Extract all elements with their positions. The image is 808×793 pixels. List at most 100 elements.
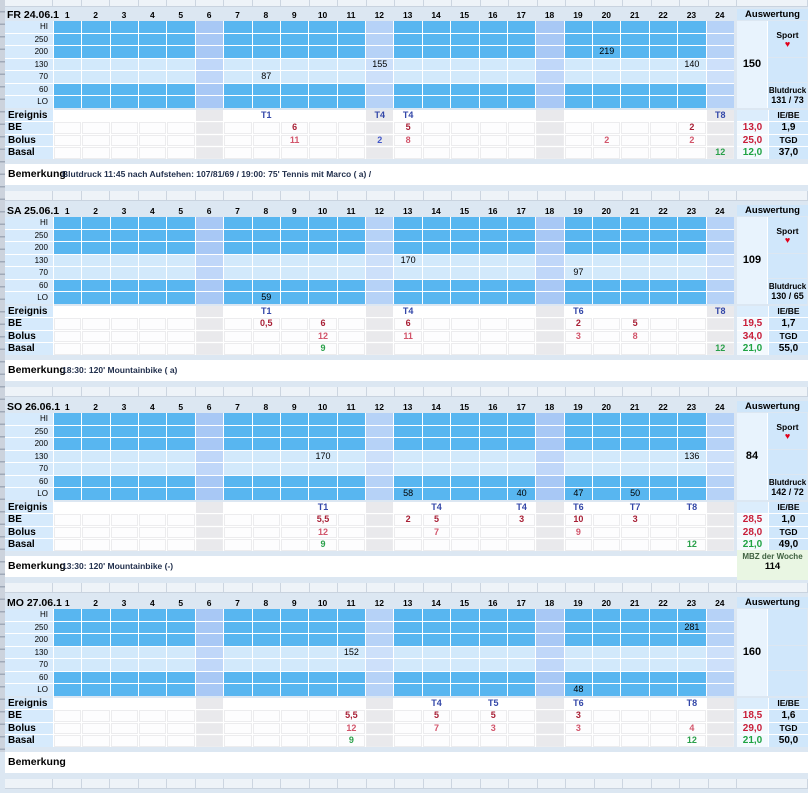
- bolus-cell[interactable]: [507, 722, 536, 734]
- event-cell[interactable]: T6: [564, 305, 593, 317]
- bg-cell[interactable]: [82, 292, 110, 304]
- bolus-cell[interactable]: [195, 330, 224, 342]
- bg-cell[interactable]: [678, 21, 706, 33]
- bg-cell[interactable]: [53, 71, 82, 83]
- basal-cell[interactable]: [252, 735, 280, 747]
- event-cell[interactable]: T4: [507, 501, 536, 513]
- bolus-cell[interactable]: [422, 134, 451, 146]
- bg-cell[interactable]: [706, 646, 734, 658]
- bg-cell[interactable]: [479, 488, 507, 500]
- bg-cell[interactable]: [593, 21, 621, 33]
- bg-cell[interactable]: [451, 242, 479, 254]
- bolus-cell[interactable]: [706, 330, 734, 342]
- bg-cell[interactable]: [394, 33, 422, 45]
- be-cell[interactable]: [53, 514, 82, 526]
- bg-cell[interactable]: [252, 279, 280, 291]
- bg-cell[interactable]: [593, 242, 621, 254]
- event-cell[interactable]: [621, 697, 649, 709]
- bg-cell[interactable]: [564, 254, 593, 266]
- bg-cell[interactable]: [621, 671, 649, 683]
- bg-cell[interactable]: [53, 463, 82, 475]
- bg-cell[interactable]: [706, 279, 734, 291]
- bg-cell[interactable]: [53, 609, 82, 621]
- bg-cell[interactable]: [337, 254, 366, 266]
- bg-cell[interactable]: [422, 96, 451, 108]
- be-cell[interactable]: [479, 318, 507, 330]
- bg-cell[interactable]: [110, 659, 139, 671]
- bg-cell[interactable]: [649, 229, 678, 241]
- bg-cell[interactable]: [53, 646, 82, 658]
- bg-cell[interactable]: [53, 659, 82, 671]
- be-cell[interactable]: [593, 514, 621, 526]
- basal-cell[interactable]: 12: [678, 735, 706, 747]
- bg-cell[interactable]: [195, 242, 224, 254]
- bg-cell[interactable]: [82, 659, 110, 671]
- bg-cell[interactable]: [649, 634, 678, 646]
- bg-cell[interactable]: [195, 229, 224, 241]
- basal-cell[interactable]: [536, 539, 564, 551]
- bg-cell[interactable]: [82, 229, 110, 241]
- bg-cell[interactable]: [110, 242, 139, 254]
- bg-cell[interactable]: [678, 96, 706, 108]
- event-cell[interactable]: [451, 697, 479, 709]
- bolus-cell[interactable]: [280, 722, 309, 734]
- bg-cell[interactable]: [366, 279, 394, 291]
- bg-cell[interactable]: [678, 438, 706, 450]
- basal-cell[interactable]: [82, 539, 110, 551]
- be-cell[interactable]: [252, 710, 280, 722]
- event-cell[interactable]: T6: [564, 501, 593, 513]
- bg-cell[interactable]: [536, 463, 564, 475]
- event-cell[interactable]: T8: [678, 697, 706, 709]
- event-cell[interactable]: [678, 305, 706, 317]
- event-cell[interactable]: [593, 697, 621, 709]
- bolus-cell[interactable]: [139, 134, 167, 146]
- event-cell[interactable]: [621, 305, 649, 317]
- bg-cell[interactable]: [110, 229, 139, 241]
- basal-cell[interactable]: [53, 735, 82, 747]
- bg-cell[interactable]: [422, 71, 451, 83]
- bg-cell[interactable]: [593, 646, 621, 658]
- bolus-cell[interactable]: [621, 722, 649, 734]
- bg-cell[interactable]: [593, 33, 621, 45]
- bg-cell[interactable]: [167, 646, 195, 658]
- bg-cell[interactable]: [564, 217, 593, 229]
- bg-cell[interactable]: [649, 425, 678, 437]
- event-cell[interactable]: [280, 109, 309, 121]
- bg-cell[interactable]: [366, 242, 394, 254]
- bg-cell[interactable]: [366, 425, 394, 437]
- bg-cell[interactable]: [536, 488, 564, 500]
- basal-cell[interactable]: [366, 539, 394, 551]
- bg-cell[interactable]: [678, 659, 706, 671]
- bg-cell[interactable]: [621, 438, 649, 450]
- bg-cell[interactable]: [110, 58, 139, 70]
- bg-cell[interactable]: [536, 242, 564, 254]
- be-cell[interactable]: [280, 514, 309, 526]
- basal-cell[interactable]: [167, 735, 195, 747]
- bg-cell[interactable]: [110, 450, 139, 462]
- event-cell[interactable]: T1: [309, 501, 337, 513]
- bolus-cell[interactable]: [337, 330, 366, 342]
- bg-cell[interactable]: [479, 425, 507, 437]
- bg-cell[interactable]: [280, 671, 309, 683]
- event-cell[interactable]: [507, 305, 536, 317]
- event-cell[interactable]: [536, 305, 564, 317]
- bg-cell[interactable]: [195, 659, 224, 671]
- bg-cell[interactable]: [252, 438, 280, 450]
- be-cell[interactable]: [167, 318, 195, 330]
- bg-cell[interactable]: [536, 83, 564, 95]
- bg-cell[interactable]: [110, 425, 139, 437]
- be-cell[interactable]: 10: [564, 514, 593, 526]
- bg-cell[interactable]: [110, 671, 139, 683]
- bg-cell[interactable]: [337, 267, 366, 279]
- basal-cell[interactable]: [649, 343, 678, 355]
- bg-cell[interactable]: [649, 267, 678, 279]
- bolus-cell[interactable]: [337, 526, 366, 538]
- be-cell[interactable]: [337, 122, 366, 134]
- event-cell[interactable]: [337, 109, 366, 121]
- bg-cell[interactable]: [507, 450, 536, 462]
- be-cell[interactable]: [110, 318, 139, 330]
- basal-cell[interactable]: [280, 343, 309, 355]
- bg-cell[interactable]: [536, 21, 564, 33]
- be-cell[interactable]: [195, 710, 224, 722]
- bolus-cell[interactable]: [479, 134, 507, 146]
